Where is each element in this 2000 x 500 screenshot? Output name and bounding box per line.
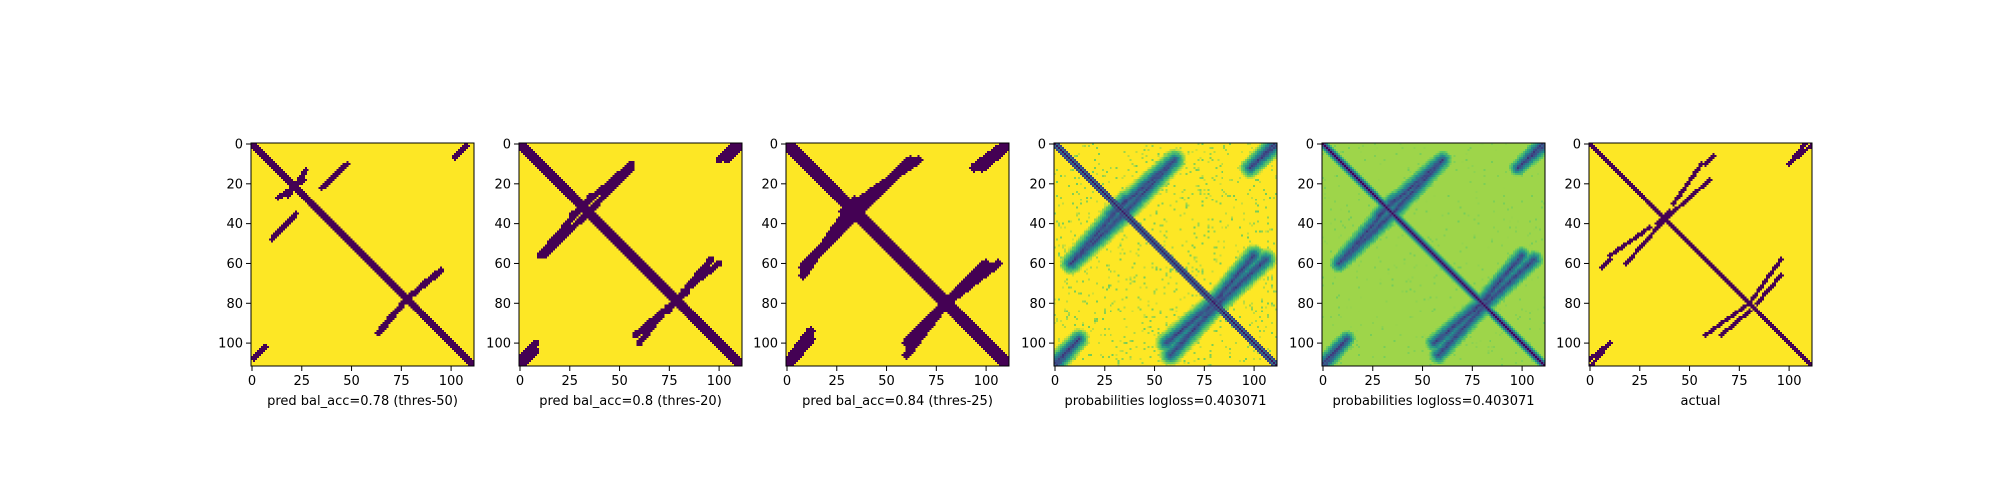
panel-5: 0 25 50 75 100 0 20 40 60 80 100 probabilities logl… bbox=[1289, 137, 1546, 409]
x-tick-label: 100 bbox=[1777, 374, 1802, 389]
y-tick-label: 20 bbox=[1297, 177, 1314, 192]
y-tick-label: 0 bbox=[503, 137, 511, 152]
y-tick-label: 100 bbox=[1021, 337, 1046, 352]
x-tick-label: 50 bbox=[611, 374, 628, 389]
x-tick-label: 0 bbox=[1051, 374, 1059, 389]
x-tick-label: 25 bbox=[1631, 374, 1648, 389]
y-tick-label: 20 bbox=[1029, 177, 1046, 192]
axes-frame bbox=[1588, 142, 1813, 367]
panel-1: 0 25 50 75 100 0 20 40 60 80 100 pred bal_acc=0.78 … bbox=[218, 137, 475, 409]
x-axis-label: probabilities logloss=0.403071 bbox=[1332, 394, 1534, 409]
y-tick-label: 20 bbox=[1564, 177, 1581, 192]
heatmap-image bbox=[1054, 143, 1277, 366]
x-tick-label: 0 bbox=[1586, 374, 1594, 389]
y-tick-label: 80 bbox=[1564, 297, 1581, 312]
heatmap-image bbox=[1322, 143, 1545, 366]
y-tick-label: 80 bbox=[494, 297, 511, 312]
x-tick-label: 75 bbox=[661, 374, 678, 389]
y-tick-label: 100 bbox=[218, 337, 243, 352]
y-tick-label: 40 bbox=[1297, 217, 1314, 232]
x-tick-label: 50 bbox=[1681, 374, 1698, 389]
x-axis-label: pred bal_acc=0.8 (thres-20) bbox=[539, 394, 722, 409]
x-tick-label: 25 bbox=[293, 374, 310, 389]
y-tick-label: 100 bbox=[486, 337, 511, 352]
y-tick-label: 20 bbox=[494, 177, 511, 192]
x-axis-label: pred bal_acc=0.84 (thres-25) bbox=[802, 394, 993, 409]
axes-frame bbox=[1053, 142, 1278, 367]
y-tick-label: 60 bbox=[1564, 257, 1581, 272]
x-tick-label: 75 bbox=[928, 374, 945, 389]
y-tick-label: 60 bbox=[494, 257, 511, 272]
y-tick-label: 0 bbox=[1573, 137, 1581, 152]
y-tick-label: 60 bbox=[1029, 257, 1046, 272]
y-tick-label: 100 bbox=[753, 337, 778, 352]
heatmap-image bbox=[1589, 143, 1812, 366]
x-tick-label: 25 bbox=[828, 374, 845, 389]
panels: 0 25 50 75 100 0 20 40 60 80 100 pred bal_acc=0.78 … bbox=[218, 137, 1813, 409]
axes-frame bbox=[250, 142, 475, 367]
x-tick-label: 100 bbox=[439, 374, 464, 389]
y-tick-label: 80 bbox=[226, 297, 243, 312]
y-tick-label: 0 bbox=[770, 137, 778, 152]
panel-6: 0 25 50 75 100 0 20 40 60 80 100 actual bbox=[1556, 137, 1813, 409]
x-tick-label: 75 bbox=[1464, 374, 1481, 389]
panel-2: 0 25 50 75 100 0 20 40 60 80 100 pred bal_acc=0.8 (… bbox=[486, 137, 743, 409]
x-tick-label: 100 bbox=[1242, 374, 1267, 389]
x-tick-label: 100 bbox=[1510, 374, 1535, 389]
y-tick-label: 40 bbox=[226, 217, 243, 232]
x-tick-label: 75 bbox=[1731, 374, 1748, 389]
y-tick-label: 20 bbox=[226, 177, 243, 192]
x-tick-label: 0 bbox=[516, 374, 524, 389]
panel-4: 0 25 50 75 100 0 20 40 60 80 100 probabilities logl… bbox=[1021, 137, 1278, 409]
x-axis-label: probabilities logloss=0.403071 bbox=[1064, 394, 1266, 409]
y-tick-label: 100 bbox=[1289, 337, 1314, 352]
y-tick-label: 20 bbox=[761, 177, 778, 192]
x-tick-label: 0 bbox=[248, 374, 256, 389]
y-tick-label: 80 bbox=[1297, 297, 1314, 312]
y-tick-label: 0 bbox=[1038, 137, 1046, 152]
x-tick-label: 25 bbox=[561, 374, 578, 389]
axes-frame bbox=[518, 142, 743, 367]
y-tick-label: 100 bbox=[1556, 337, 1581, 352]
x-tick-label: 75 bbox=[1196, 374, 1213, 389]
x-axis-label: actual bbox=[1680, 394, 1720, 409]
x-tick-label: 0 bbox=[783, 374, 791, 389]
x-axis-label: pred bal_acc=0.78 (thres-50) bbox=[267, 394, 458, 409]
y-tick-label: 60 bbox=[226, 257, 243, 272]
y-tick-label: 60 bbox=[1297, 257, 1314, 272]
y-tick-label: 80 bbox=[761, 297, 778, 312]
y-tick-label: 40 bbox=[1564, 217, 1581, 232]
x-tick-label: 25 bbox=[1096, 374, 1113, 389]
x-tick-label: 50 bbox=[343, 374, 360, 389]
y-tick-label: 40 bbox=[494, 217, 511, 232]
axes-frame bbox=[785, 142, 1010, 367]
axes-frame bbox=[1321, 142, 1546, 367]
x-tick-label: 25 bbox=[1364, 374, 1381, 389]
panel-3: 0 25 50 75 100 0 20 40 60 80 100 pred bal_acc=0.84 … bbox=[753, 137, 1010, 409]
x-tick-label: 50 bbox=[878, 374, 895, 389]
heatmap-image bbox=[519, 143, 742, 366]
x-tick-label: 75 bbox=[393, 374, 410, 389]
heatmap-image bbox=[251, 143, 474, 366]
y-tick-label: 0 bbox=[235, 137, 243, 152]
heatmap-image bbox=[786, 143, 1009, 366]
x-tick-label: 50 bbox=[1146, 374, 1163, 389]
x-tick-label: 100 bbox=[707, 374, 732, 389]
y-tick-label: 40 bbox=[761, 217, 778, 232]
x-tick-label: 0 bbox=[1319, 374, 1327, 389]
x-tick-label: 50 bbox=[1414, 374, 1431, 389]
y-tick-label: 60 bbox=[761, 257, 778, 272]
y-tick-label: 40 bbox=[1029, 217, 1046, 232]
x-tick-label: 100 bbox=[974, 374, 999, 389]
y-tick-label: 80 bbox=[1029, 297, 1046, 312]
y-tick-label: 0 bbox=[1306, 137, 1314, 152]
